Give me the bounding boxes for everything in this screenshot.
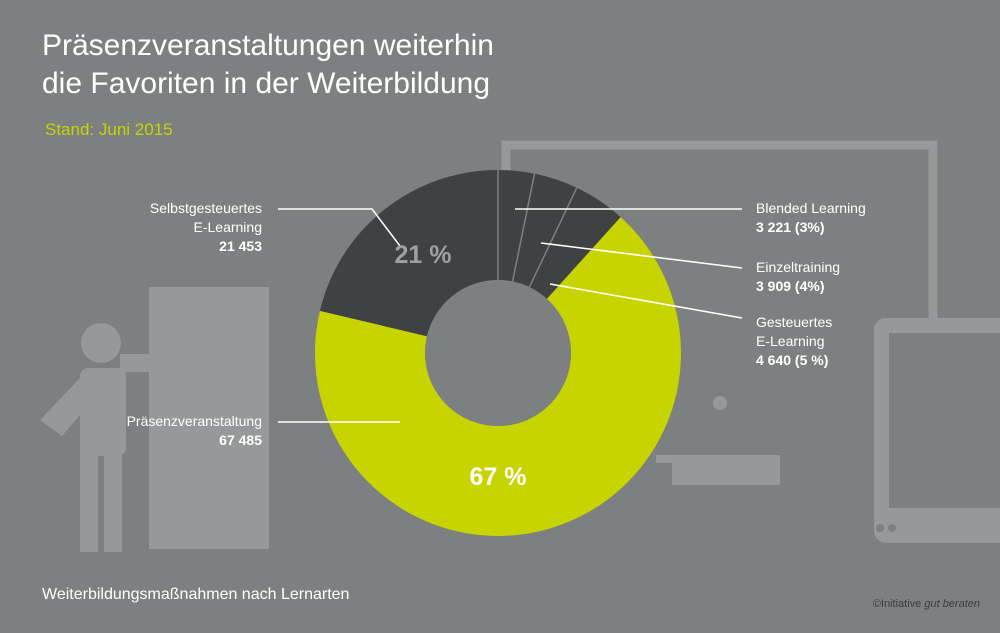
label-gesteuert: Gesteuertes E-Learning 4 640 (5 %) — [756, 313, 832, 370]
donut-chart — [315, 170, 681, 536]
label-gesteuert-line2: E-Learning — [756, 333, 825, 349]
donut-slice-einzeltraining — [512, 173, 577, 288]
slice-separator — [528, 187, 578, 288]
donut-slice-gesteuertes-e-learning — [529, 187, 621, 299]
label-selbstgesteuert: Selbstgesteuertes E-Learning 21 453 — [150, 199, 262, 256]
title-line-1: Präsenzveranstaltungen weiterhin — [42, 29, 494, 62]
slice-separator — [511, 173, 536, 282]
subtitle: Stand: Juni 2015 — [45, 120, 173, 139]
label-praesenz-line1: Präsenzveranstaltung — [126, 413, 262, 429]
value-einzel: 3 909 (4%) — [756, 278, 825, 294]
leader-line-einzel — [540, 242, 743, 269]
label-blended: Blended Learning 3 221 (3%) — [756, 199, 866, 237]
copyright-notice: ©Initiative gut beraten — [873, 598, 980, 610]
value-blended: 3 221 (3%) — [756, 219, 825, 235]
value-gesteuert: 4 640 (5 %) — [756, 352, 829, 368]
copyright-prefix: ©Initiative — [872, 598, 925, 610]
label-blended-line1: Blended Learning — [756, 200, 866, 216]
label-praesenz: Präsenzveranstaltung 67 485 — [127, 412, 262, 450]
label-einzel-line1: Einzeltraining — [756, 259, 841, 275]
donut-hole — [425, 280, 571, 426]
label-gesteuert-line1: Gesteuertes — [756, 314, 833, 330]
value-selbst: 21 453 — [219, 238, 262, 254]
donut-slice-präsenzveranstaltung — [315, 217, 681, 536]
presenter-illustration — [40, 287, 269, 552]
monitor-base — [656, 455, 780, 485]
pct-label-praesenz: 67 % — [470, 463, 527, 491]
leader-line-selbst — [278, 208, 401, 247]
leader-line-gesteuert — [549, 283, 743, 319]
value-praesenz: 67 485 — [219, 432, 262, 448]
label-einzel: Einzeltraining 3 909 (4%) — [756, 258, 840, 296]
page-title: Präsenzveranstaltungen weiterhin die Fav… — [42, 27, 494, 103]
chart-caption: Weiterbildungsmaßnahmen nach Lernarten — [42, 586, 350, 603]
donut-slice-blended-learning — [498, 170, 535, 282]
title-line-2: die Favoriten in der Weiterbildung — [42, 67, 491, 100]
tablet-illustration — [874, 318, 1000, 543]
monitor-button-icon — [713, 396, 727, 410]
leader-lines — [278, 208, 743, 423]
donut-slice-selbstgesteuertes-e-learning — [319, 170, 498, 337]
pct-label-selbst: 21 % — [395, 241, 452, 269]
copyright-brand: gut beraten — [924, 598, 980, 610]
pointer-stick — [166, 300, 184, 318]
label-selbst-line1: Selbstgesteuertes — [149, 200, 262, 216]
label-selbst-line2: E-Learning — [193, 219, 263, 235]
